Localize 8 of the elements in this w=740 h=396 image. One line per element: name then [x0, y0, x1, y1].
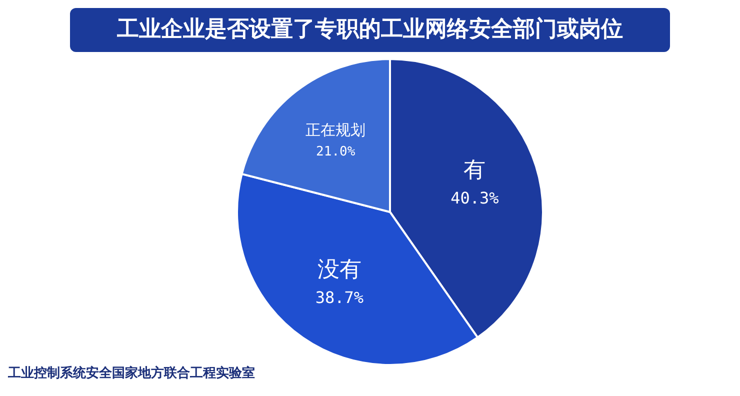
data-label: 40.3%: [450, 188, 500, 208]
slice-label: 有: [464, 158, 486, 184]
chart-title: 工业企业是否设置了专职的工业网络安全部门或岗位: [70, 8, 670, 52]
text: 工业控制系统安全国家地方联合工程实验室: [8, 364, 255, 382]
data-label: 21.0%: [316, 144, 356, 160]
slice-label: 正在规划: [306, 120, 366, 139]
slice-label: 没有: [317, 258, 362, 283]
data-label: 38.7%: [315, 288, 364, 308]
